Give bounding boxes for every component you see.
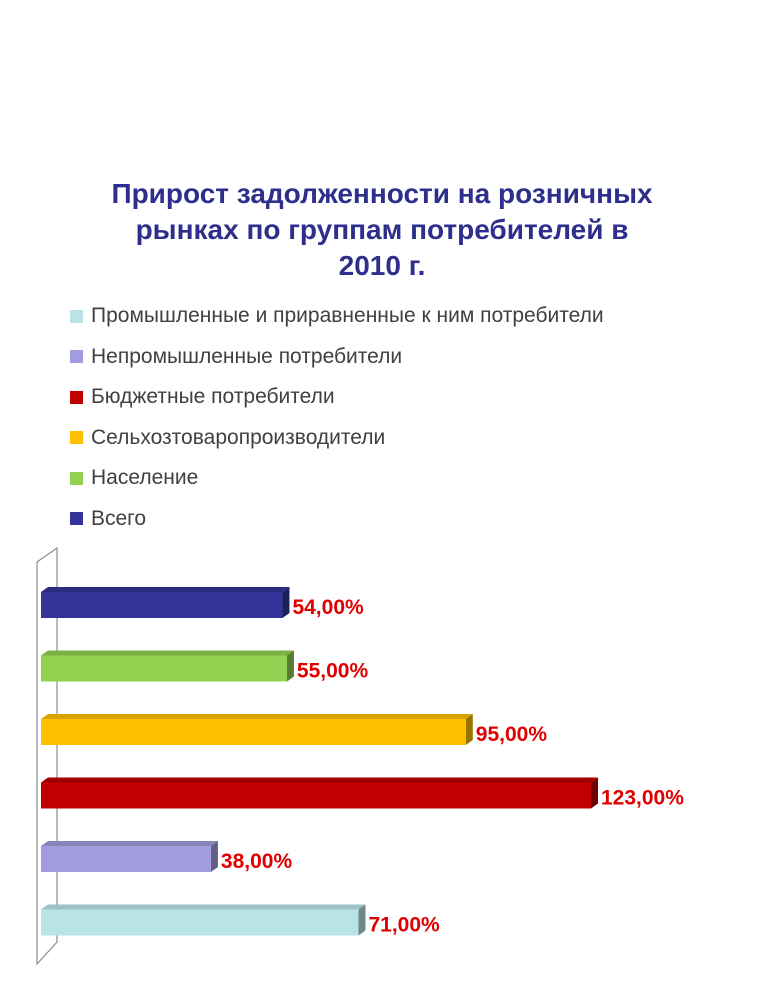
legend-item: Население: [70, 458, 760, 499]
legend-swatch: [70, 390, 83, 404]
bar-value-label: 123,00%: [601, 787, 684, 810]
legend-label: Всего: [91, 506, 147, 530]
legend-swatch: [70, 350, 83, 364]
bar-value-label: 55,00%: [297, 660, 369, 683]
legend-item: Бюджетные потребители: [70, 377, 760, 418]
bar-top-face: [41, 904, 366, 910]
bar-top-face: [41, 650, 294, 656]
legend-item: Всего: [70, 499, 760, 540]
bar-side-face: [465, 714, 473, 745]
legend-swatch: [70, 512, 83, 526]
bar-value-label: 71,00%: [368, 914, 440, 937]
bar-side-face: [282, 587, 290, 618]
chart-title: Прирост задолженности на розничных рынка…: [111, 178, 653, 281]
bar: [41, 782, 591, 809]
legend-label: Сельхозтоваропроизводители: [91, 425, 386, 449]
legend-swatch: [70, 309, 83, 323]
legend-label: Бюджетные потребители: [91, 385, 335, 409]
bar-value-label: 54,00%: [292, 596, 364, 619]
bar: [41, 592, 283, 618]
bar: [41, 719, 466, 745]
bar-value-label: 38,00%: [221, 850, 293, 873]
bar-side-face: [358, 904, 366, 936]
legend-item: Сельхозтоваропроизводители: [70, 418, 760, 459]
bar: [41, 655, 287, 682]
bar-top-face: [41, 841, 218, 846]
bar-side-face: [591, 777, 598, 809]
bar-value-label: 95,00%: [476, 723, 548, 746]
bar-side-face: [286, 650, 294, 682]
bar-top-face: [41, 777, 598, 783]
legend-swatch: [70, 471, 83, 485]
chart-legend: Промышленные и приравненные к ним потреб…: [70, 296, 760, 539]
legend-item: Непромышленные потребители: [70, 337, 760, 378]
bar-top-face: [41, 587, 290, 592]
legend-item: Промышленные и приравненные к ним потреб…: [70, 296, 760, 337]
bar-side-face: [210, 841, 218, 872]
legend-label: Промышленные и приравненные к ним потреб…: [91, 304, 604, 328]
legend-label: Непромышленные потребители: [91, 344, 403, 368]
bar: [41, 846, 211, 872]
legend-label: Население: [91, 466, 199, 490]
bar-top-face: [41, 714, 473, 719]
legend-swatch: [70, 431, 83, 445]
bar: [41, 909, 359, 936]
